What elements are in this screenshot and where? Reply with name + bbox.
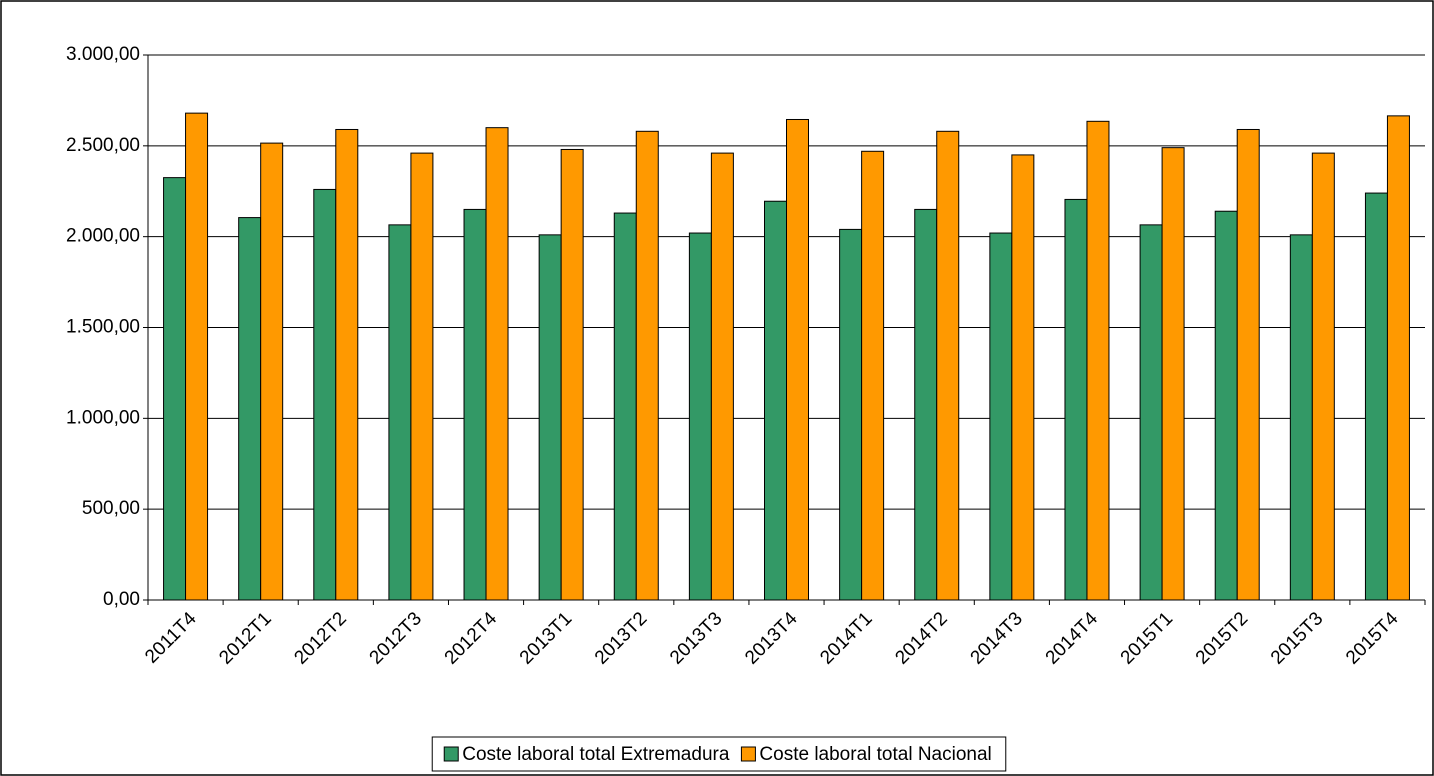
y-tick-label: 3.000,00 [66, 44, 140, 65]
bar [1011, 154, 1035, 601]
legend: Coste laboral total Extremadura Coste lab… [431, 736, 1007, 772]
y-tick-label: 1.000,00 [66, 407, 140, 428]
legend-swatch [740, 746, 756, 762]
bar [1214, 210, 1238, 601]
bar [1289, 234, 1313, 601]
legend-box [431, 736, 1007, 772]
y-tick-label: 2.500,00 [66, 135, 140, 156]
bar [335, 128, 359, 601]
bar [163, 177, 187, 601]
y-tick-label: 2.000,00 [66, 226, 140, 247]
bar [410, 152, 434, 601]
bar [1064, 198, 1088, 601]
legend-label: Coste laboral total Nacional [759, 744, 991, 765]
bar [839, 228, 863, 601]
bar [936, 130, 960, 601]
bar [238, 217, 262, 601]
y-tick-label: 500,00 [82, 498, 140, 519]
bar [1364, 192, 1388, 601]
bar [786, 118, 809, 601]
bar [388, 224, 412, 601]
bar [914, 208, 938, 601]
bar [1161, 147, 1185, 601]
bar [463, 208, 487, 601]
bar [861, 150, 885, 601]
bar [185, 112, 209, 601]
y-tick-label: 0,00 [103, 589, 140, 610]
bar [1311, 152, 1335, 601]
bar [1386, 115, 1410, 601]
bar [485, 127, 509, 601]
bar [1139, 224, 1163, 601]
legend-label: Coste laboral total Extremadura [462, 744, 730, 765]
bar [260, 142, 284, 601]
bar [613, 212, 637, 601]
bar [635, 130, 659, 601]
bar [1086, 120, 1110, 601]
bar [989, 232, 1013, 601]
bar [538, 234, 562, 601]
bar [764, 200, 787, 601]
bar [313, 188, 337, 601]
bar [688, 232, 712, 601]
legend-swatch [443, 746, 459, 762]
bar [1236, 128, 1260, 601]
bar [710, 152, 734, 601]
y-tick-label: 1.500,00 [66, 317, 140, 338]
bar [560, 148, 584, 601]
